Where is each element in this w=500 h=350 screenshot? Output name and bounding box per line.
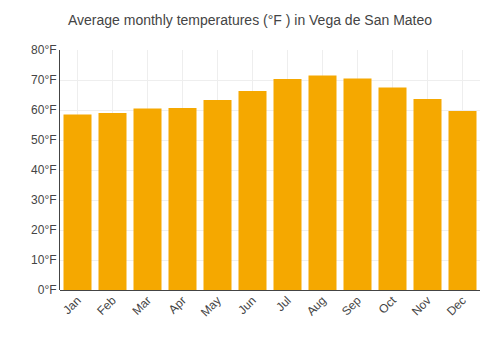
svg-text:20°F: 20°F [31,223,56,237]
svg-text:0°F: 0°F [38,283,57,297]
svg-text:Mar: Mar [129,293,154,318]
svg-text:Dec: Dec [444,293,469,318]
svg-text:Feb: Feb [94,293,119,318]
svg-text:40°F: 40°F [31,163,56,177]
svg-text:10°F: 10°F [31,253,56,267]
svg-text:60°F: 60°F [31,103,56,117]
svg-text:Nov: Nov [409,293,434,318]
svg-text:Jul: Jul [273,293,294,314]
svg-text:Sep: Sep [339,293,364,318]
svg-text:50°F: 50°F [31,133,56,147]
svg-text:Jan: Jan [60,293,84,317]
svg-text:Oct: Oct [376,293,400,317]
svg-text:80°F: 80°F [31,43,56,57]
svg-text:May: May [198,293,224,319]
svg-text:Aug: Aug [304,293,329,318]
svg-text:30°F: 30°F [31,193,56,207]
svg-text:70°F: 70°F [31,73,56,87]
svg-text:Apr: Apr [166,293,189,316]
svg-text:Average monthly temperatures (: Average monthly temperatures (°F ) in Ve… [68,12,432,28]
svg-text:Jun: Jun [235,293,259,317]
